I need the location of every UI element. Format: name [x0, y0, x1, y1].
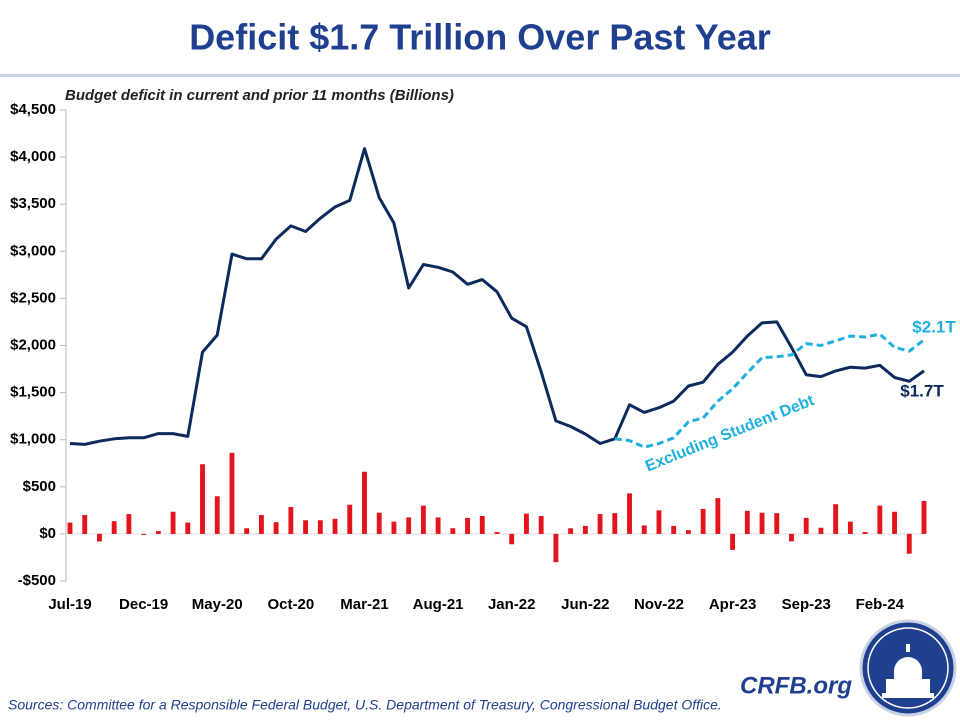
y-tick-label: $1,500 [10, 384, 56, 401]
x-tick-label: Jul-19 [48, 596, 91, 613]
bar [906, 533, 912, 554]
bar [553, 533, 559, 563]
subtitle: Budget deficit in current and prior 11 m… [65, 87, 454, 104]
bar [685, 530, 691, 534]
annotation: $2.1T [912, 317, 956, 336]
x-tick-label: May-20 [192, 596, 243, 613]
bar [406, 517, 412, 534]
bar [509, 533, 515, 545]
bar [288, 507, 294, 534]
bar [892, 511, 897, 534]
x-tick-label: Jun-22 [561, 596, 609, 613]
x-tick-label: Nov-22 [634, 596, 684, 613]
bar [921, 500, 927, 534]
bar [391, 521, 397, 534]
x-tick-label: Feb-24 [856, 596, 905, 613]
x-tick-label: Mar-21 [340, 596, 388, 613]
bar [656, 510, 662, 534]
x-tick-label: Dec-19 [119, 596, 168, 613]
bar [833, 504, 839, 534]
bar [376, 512, 382, 534]
y-tick-label: -$500 [18, 572, 56, 589]
bar [229, 452, 235, 534]
bar [141, 533, 147, 535]
bar [126, 514, 132, 534]
y-tick-label: $2,500 [10, 289, 56, 306]
bar [818, 527, 824, 534]
brand: CRFB.org [740, 672, 852, 699]
annotation: $1.7T [900, 381, 944, 400]
title-rule [0, 74, 960, 77]
bar [435, 517, 441, 534]
x-tick-label: Aug-21 [413, 596, 464, 613]
bar [774, 513, 780, 534]
bar [347, 504, 353, 534]
bar [494, 532, 500, 534]
bar [524, 513, 529, 534]
bar [185, 522, 191, 534]
chart-title: Deficit $1.7 Trillion Over Past Year [189, 17, 771, 58]
bar [111, 521, 117, 534]
x-tick-label: Sep-23 [782, 596, 831, 613]
x-tick-label: Oct-20 [268, 596, 315, 613]
logo [859, 619, 957, 717]
bar [170, 511, 176, 534]
bar [97, 533, 102, 542]
y-tick-label: $4,000 [10, 148, 56, 165]
bar [317, 520, 323, 534]
y-tick-label: $3,000 [10, 242, 56, 259]
bar [715, 498, 721, 534]
bar [582, 525, 588, 534]
y-tick-label: $1,000 [10, 431, 56, 448]
bar [847, 521, 853, 534]
bar [214, 496, 220, 534]
bar [244, 528, 250, 534]
bar [67, 522, 73, 534]
line [614, 332, 925, 449]
bar [273, 522, 279, 534]
bar [671, 525, 677, 534]
bar [332, 518, 338, 534]
bar [200, 464, 205, 534]
bar [641, 525, 647, 534]
bar [258, 515, 264, 534]
bar [303, 520, 309, 534]
line [69, 147, 925, 446]
bar [597, 514, 603, 534]
bar [877, 505, 883, 534]
y-tick-label: $3,500 [10, 195, 56, 212]
bar [465, 517, 470, 534]
bar [744, 510, 750, 534]
y-tick-label: $4,500 [10, 101, 56, 118]
bar [568, 528, 574, 534]
bar [155, 531, 161, 534]
bar [612, 513, 618, 534]
bar [82, 515, 88, 534]
bar [420, 505, 426, 534]
bar [479, 516, 485, 534]
bar [450, 528, 456, 534]
y-tick-label: $500 [23, 478, 56, 495]
source: Sources: Committee for a Responsible Fed… [8, 697, 722, 713]
y-tick-label: $0 [39, 525, 56, 542]
bar [538, 516, 544, 534]
bar [789, 533, 794, 542]
bar [627, 493, 632, 534]
y-tick-label: $2,000 [10, 336, 56, 353]
bar [362, 471, 367, 534]
bar [803, 517, 809, 534]
bar [700, 508, 706, 534]
x-tick-label: Jan-22 [488, 596, 536, 613]
bar [759, 512, 765, 534]
x-tick-label: Apr-23 [709, 596, 757, 613]
bar [730, 533, 736, 550]
bar [862, 532, 868, 534]
